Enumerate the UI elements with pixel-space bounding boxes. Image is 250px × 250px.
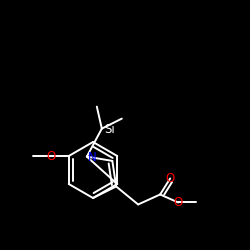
Text: N: N	[88, 151, 96, 164]
Text: O: O	[166, 172, 175, 185]
Text: O: O	[174, 196, 183, 209]
Text: Si: Si	[104, 123, 115, 136]
Text: O: O	[46, 150, 56, 162]
